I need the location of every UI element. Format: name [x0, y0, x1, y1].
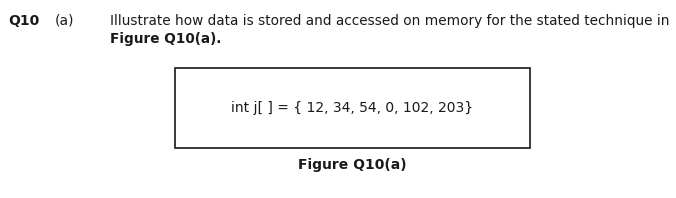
Text: Illustrate how data is stored and accessed on memory for the stated technique in: Illustrate how data is stored and access…: [110, 14, 669, 28]
Text: Figure Q10(a).: Figure Q10(a).: [110, 32, 221, 46]
Text: Figure Q10(a): Figure Q10(a): [298, 158, 407, 172]
Text: int j[ ] = { 12, 34, 54, 0, 102, 203}: int j[ ] = { 12, 34, 54, 0, 102, 203}: [231, 101, 474, 115]
Text: (a): (a): [55, 14, 74, 28]
Text: Q10: Q10: [8, 14, 39, 28]
Bar: [175, 68, 530, 148]
